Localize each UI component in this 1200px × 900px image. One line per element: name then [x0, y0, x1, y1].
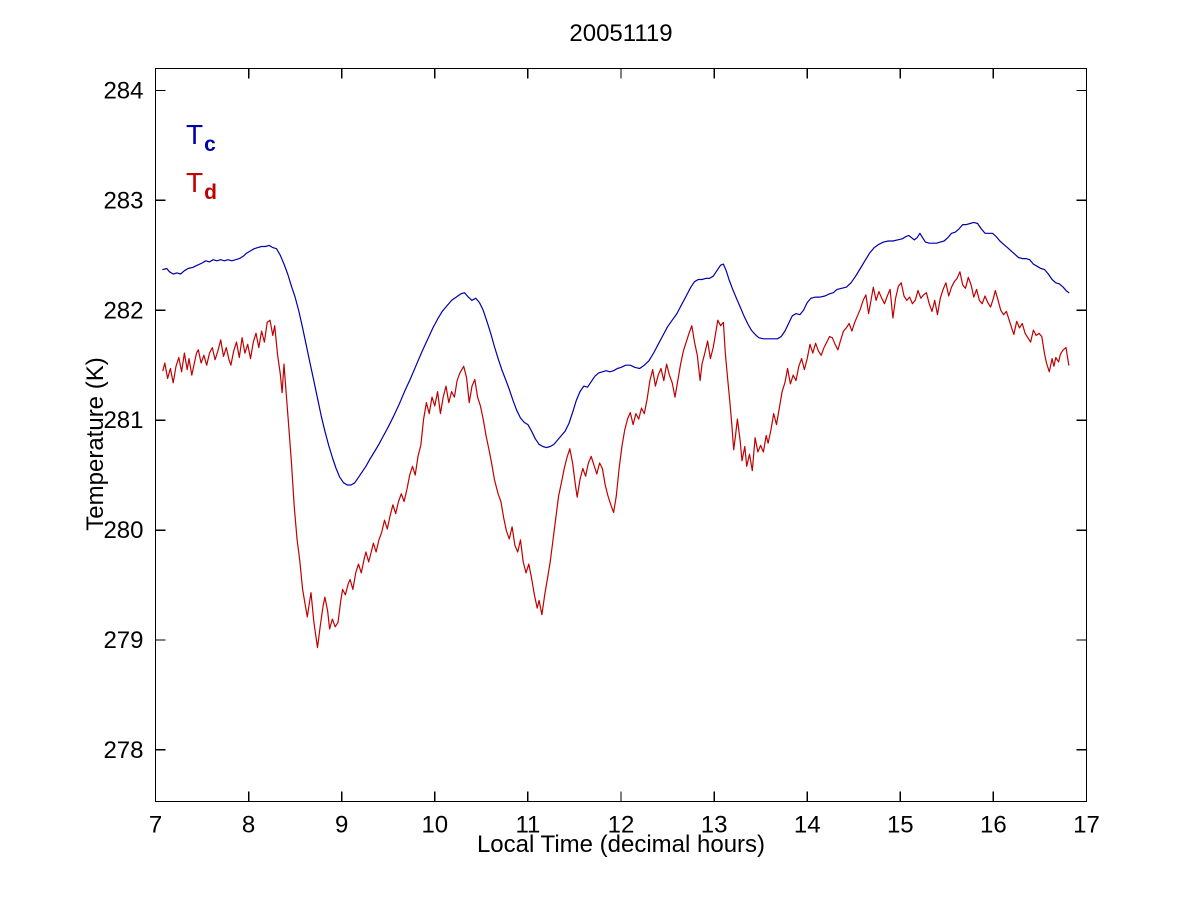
y-tick-label: 284 [103, 77, 143, 104]
x-tick-label: 7 [149, 812, 162, 839]
y-tick-label: 279 [103, 627, 143, 654]
chart-title: 20051119 [569, 20, 673, 47]
y-tick-label: 278 [103, 737, 143, 764]
x-tick-label: 14 [794, 812, 821, 839]
legend: Tc Td [186, 116, 217, 212]
legend-entry-td: Td [186, 164, 217, 212]
x-tick-label: 11 [515, 812, 540, 839]
legend-tc-subscript: c [204, 133, 216, 156]
x-tick-label: 16 [980, 812, 1007, 839]
x-tick-label: 13 [701, 812, 728, 839]
y-tick-label: 281 [103, 407, 143, 434]
y-axis-label: Temperature (K) [82, 357, 109, 531]
x-tick-label: 8 [242, 812, 255, 839]
x-tick-label: 15 [887, 812, 914, 839]
x-tick-label: 12 [608, 812, 635, 839]
axes-box [154, 67, 1088, 803]
legend-entry-tc: Tc [186, 116, 217, 164]
legend-td-subscript: d [204, 181, 217, 204]
y-tick-label: 280 [103, 517, 143, 544]
x-tick-label: 17 [1073, 812, 1100, 839]
series-line-tc [162, 221, 1070, 486]
legend-tc-label: T [186, 119, 204, 150]
series-line-td [162, 271, 1070, 649]
x-axis-label: Local Time (decimal hours) [476, 831, 766, 858]
y-tick-label: 283 [103, 187, 143, 214]
legend-td-label: T [186, 167, 204, 198]
x-tick-label: 9 [335, 812, 348, 839]
y-tick-label: 282 [103, 297, 143, 324]
x-tick-label: 10 [421, 812, 448, 839]
